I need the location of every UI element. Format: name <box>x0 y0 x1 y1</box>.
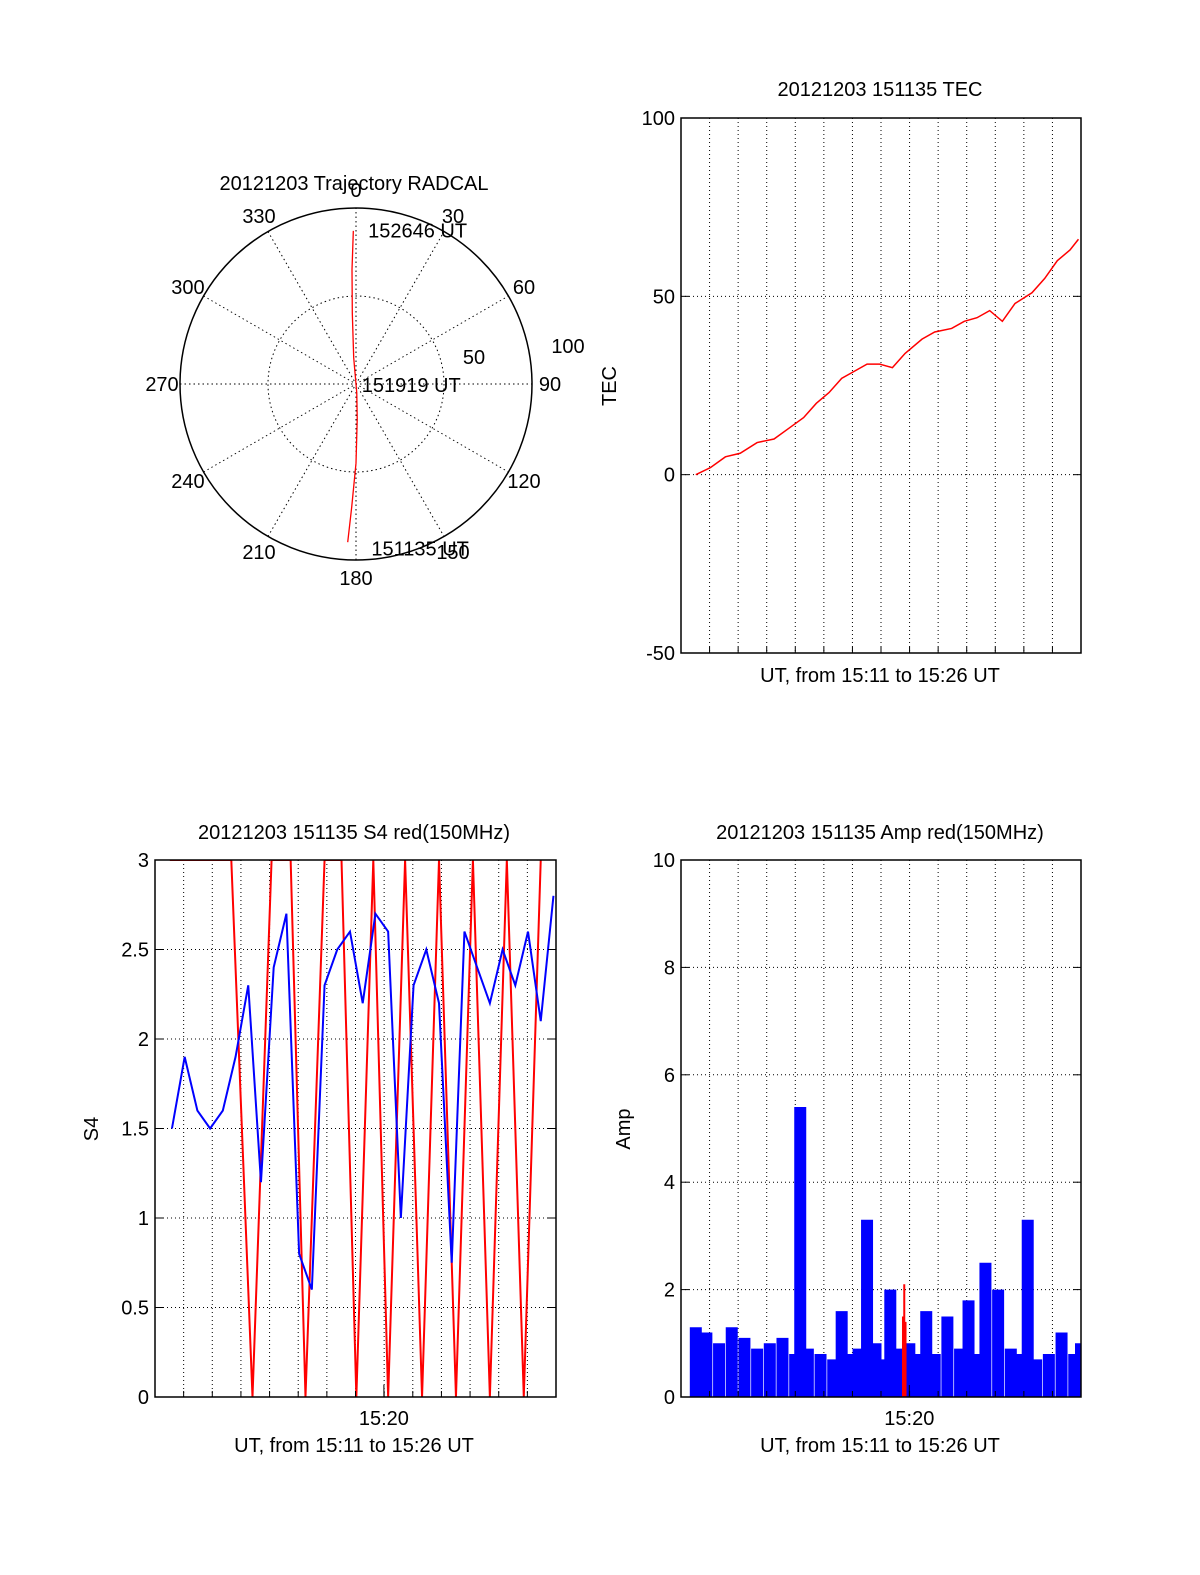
tec-y-tick-label: -50 <box>646 643 675 665</box>
amp-y-tick-label: 0 <box>664 1387 675 1409</box>
tec-y-tick-label: 100 <box>642 108 675 130</box>
amp-title: 20121203 151135 Amp red(150MHz) <box>716 822 1044 844</box>
s4-series-line <box>170 895 555 1290</box>
amp-x-label: UT, from 15:11 to 15:26 UT <box>760 1435 1000 1457</box>
tec-series-line <box>695 238 1080 476</box>
polar-time-annotation: 151919 UT <box>362 375 461 397</box>
amp-y-tick-label: 8 <box>664 957 675 979</box>
polar-angle-label: 300 <box>171 277 204 299</box>
tec-title: 20121203 151135 TEC <box>778 79 983 101</box>
s4-y-tick-label: 2 <box>138 1029 149 1051</box>
amp-y-tick-label: 6 <box>664 1065 675 1087</box>
polar-title: 20121203 Trajectory RADCAL <box>219 173 488 195</box>
s4-x-tick-label: 15:20 <box>359 1408 409 1430</box>
s4-y-tick-label: 1.5 <box>121 1119 149 1141</box>
polar-angle-label: 30 <box>442 206 464 228</box>
s4-series-line <box>169 860 542 1397</box>
s4-y-tick-label: 0.5 <box>121 1298 149 1320</box>
s4-y-tick-label: 3 <box>138 850 149 872</box>
tec-y-tick-label: 0 <box>664 465 675 487</box>
s4-y-tick-label: 0 <box>138 1387 149 1409</box>
amp-x-tick-label: 15:20 <box>884 1408 934 1430</box>
polar-angle-label: 210 <box>242 542 275 564</box>
polar-angle-label: 120 <box>507 471 540 493</box>
tec-panel: 20121203 151135 TEC 100 50 0 -50 UT, from 1… <box>599 79 1082 687</box>
polar-radius-label-50: 50 <box>463 347 485 369</box>
polar-angle-label: 0 <box>350 180 361 202</box>
polar-angle-label: 60 <box>513 277 535 299</box>
polar-angle-label: 270 <box>145 374 178 396</box>
amp-y-tick-label: 2 <box>664 1280 675 1302</box>
s4-x-label: UT, from 15:11 to 15:26 UT <box>234 1435 474 1457</box>
polar-trajectory-line <box>347 230 358 543</box>
trajectory-polar-panel: 20121203 Trajectory RADCAL 0 30 60 90 120 150… <box>145 173 584 590</box>
s4-y-tick-label: 1 <box>138 1208 149 1230</box>
polar-radius-label-100: 100 <box>551 336 584 358</box>
tec-x-label: UT, from 15:11 to 15:26 UT <box>760 665 1000 687</box>
polar-time-annotation: 151135 UT <box>371 538 468 560</box>
polar-angle-label: 180 <box>339 568 372 590</box>
amp-panel: 20121203 151135 Amp red(150MHz) 1086420 … <box>613 822 1082 1457</box>
polar-angle-label: 150 <box>436 542 469 564</box>
tec-y-label: TEC <box>599 366 621 406</box>
polar-inner-ring <box>267 295 445 473</box>
amp-y-tick-label: 10 <box>653 850 675 872</box>
polar-angle-label: 240 <box>171 471 204 493</box>
polar-angle-label: 90 <box>539 374 561 396</box>
s4-title: 20121203 151135 S4 red(150MHz) <box>198 822 510 844</box>
s4-y-tick-label: 2.5 <box>121 940 149 962</box>
s4-panel: 20121203 151135 S4 red(150MHz) 3 2.5 2 1.5 1… <box>81 822 557 1457</box>
amp-y-label: Amp <box>613 1108 635 1149</box>
s4-y-label: S4 <box>81 1117 103 1141</box>
amp-y-tick-label: 4 <box>664 1172 675 1194</box>
polar-angle-label: 330 <box>242 206 275 228</box>
tec-y-tick-label: 50 <box>653 286 675 308</box>
polar-time-annotation: 152646 UT <box>368 220 467 242</box>
